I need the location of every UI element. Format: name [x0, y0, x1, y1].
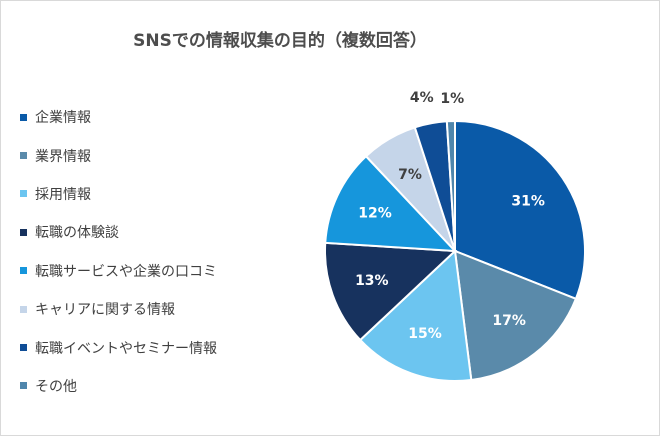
legend-item: 転職イベントやセミナー情報	[20, 328, 217, 366]
slice-value-label: 1%	[440, 91, 464, 107]
legend-label: 採用情報	[35, 186, 91, 203]
pie-slice	[453, 249, 578, 382]
pie-slice	[324, 241, 458, 342]
legend-label: 転職の体験談	[35, 225, 119, 242]
pie-slice	[454, 119, 586, 301]
slice-value-label: 15%	[408, 326, 442, 342]
legend-label: その他	[35, 378, 77, 395]
legend-item: 転職サービスや企業の口コミ	[20, 252, 217, 290]
legend-swatch	[20, 190, 27, 198]
legend-label: 転職イベントやセミナー情報	[35, 340, 217, 357]
slice-value-label: 12%	[358, 205, 392, 221]
legend-swatch	[20, 267, 27, 275]
legend-swatch	[20, 382, 27, 390]
legend-item: キャリアに関する情報	[20, 290, 217, 328]
legend-label: キャリアに関する情報	[35, 302, 175, 319]
legend-item: 業界情報	[20, 136, 217, 174]
slice-value-label: 17%	[492, 313, 526, 329]
legend-swatch	[20, 113, 27, 121]
legend-item: 転職の体験談	[20, 213, 217, 251]
legend-label: 企業情報	[35, 110, 91, 127]
slice-value-label: 7%	[398, 167, 422, 183]
legend-label: 転職サービスや企業の口コミ	[35, 263, 217, 280]
pie-slice	[445, 119, 456, 252]
legend-swatch	[20, 152, 27, 160]
slice-value-label: 4%	[410, 90, 434, 106]
chart-title: SNSでの情報収集の目的（複数回答）	[133, 31, 427, 51]
legend-label: 業界情報	[35, 148, 91, 165]
slice-value-label: 31%	[511, 193, 545, 209]
pie-slice	[358, 248, 473, 382]
legend: 企業情報業界情報採用情報転職の体験談転職サービスや企業の口コミ キャリアに関する情…	[20, 98, 217, 405]
legend-item: その他	[20, 367, 217, 405]
legend-swatch	[20, 228, 27, 236]
legend-item: 採用情報	[20, 175, 217, 213]
legend-item: 企業情報	[20, 98, 217, 136]
pie-slice	[324, 154, 458, 253]
legend-swatch	[20, 344, 27, 352]
slice-value-label: 13%	[355, 273, 389, 289]
legend-swatch	[20, 305, 27, 313]
